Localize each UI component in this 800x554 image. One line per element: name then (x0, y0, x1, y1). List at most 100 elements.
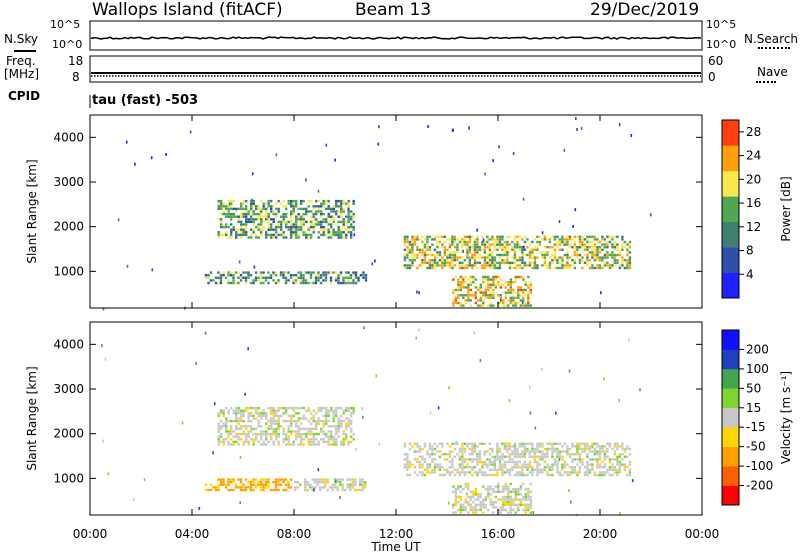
echo-cell (352, 202, 355, 205)
echo-scatter (132, 498, 135, 501)
echo-cell (413, 442, 417, 445)
echo-cell (618, 463, 622, 466)
echo-cell (591, 466, 594, 469)
echo-cell (304, 271, 308, 274)
echo-cell (523, 235, 527, 238)
echo-cell (487, 304, 490, 307)
echo-cell (497, 485, 500, 488)
echo-cell (237, 220, 240, 224)
echo-cell (335, 432, 338, 436)
echo-cell (498, 447, 502, 451)
echo-cell (219, 478, 223, 481)
echo-cell (267, 218, 270, 221)
echo-cell (477, 493, 480, 496)
echo-cell (260, 414, 263, 418)
x-tick-label: 12:00 (379, 527, 414, 541)
echo-cell (232, 478, 235, 481)
echo-cell (262, 443, 265, 446)
echo-cell (472, 501, 475, 504)
echo-cell (270, 236, 273, 239)
echo-cell (508, 471, 512, 474)
echo-cell (428, 259, 432, 262)
echo-cell (315, 412, 318, 415)
echo-cell (606, 261, 609, 264)
echo-cell (512, 508, 515, 512)
colorbar-tick-label: 28 (746, 125, 761, 139)
echo-cell (277, 233, 280, 237)
beam-label: Beam 13 (355, 0, 432, 20)
echo-cell (451, 450, 454, 453)
echo-cell (443, 235, 447, 238)
echo-cell (488, 259, 492, 262)
echo-cell (347, 271, 350, 274)
colorbar-segment (722, 349, 739, 370)
echo-cell (586, 240, 589, 244)
echo-cell (543, 238, 547, 241)
echo-cell (431, 253, 434, 257)
echo-cell (277, 417, 280, 420)
echo-cell (322, 274, 325, 277)
echo-cell (252, 406, 255, 410)
echo-cell (257, 419, 260, 423)
echo-cell (517, 490, 520, 493)
echo-cell (436, 466, 439, 469)
echo-cell (311, 486, 314, 489)
echo-cell (255, 207, 258, 211)
echo-cell (479, 296, 482, 299)
echo-cell (598, 447, 602, 451)
echo-cell (529, 501, 532, 504)
echo-cell (469, 498, 472, 501)
echo-cell (337, 417, 340, 420)
echo-cell (322, 422, 325, 425)
echo-cell (556, 468, 559, 471)
echo-cell (616, 460, 619, 464)
echo-cell (262, 207, 265, 211)
echo-cell (568, 453, 572, 456)
echo-cell (613, 246, 617, 249)
echo-cell (507, 283, 510, 286)
echo-cell (423, 251, 427, 254)
echo-cell (451, 460, 454, 464)
echo-cell (561, 266, 564, 270)
echo-cell (300, 215, 303, 218)
echo-cell (300, 432, 303, 436)
echo-cell (586, 264, 589, 267)
echo-scatter (228, 202, 231, 206)
y-tick-label: 2000 (53, 220, 84, 234)
echo-cell (517, 275, 520, 279)
echo-cell (603, 246, 607, 249)
echo-cell (566, 251, 569, 254)
echo-cell (345, 233, 348, 237)
echo-cell (270, 233, 273, 237)
echo-cell (571, 442, 574, 445)
echo-cell (483, 460, 487, 464)
echo-cell (285, 205, 288, 208)
echo-cell (255, 218, 258, 221)
echo-cell (474, 490, 477, 493)
echo-cell (304, 483, 307, 486)
echo-cell (257, 406, 260, 410)
echo-cell (613, 248, 617, 251)
echo-cell (503, 463, 507, 466)
echo-cell (340, 236, 343, 239)
echo-cell (290, 417, 293, 420)
echo-cell (461, 238, 464, 241)
echo-cell (433, 458, 437, 461)
echo-cell (317, 220, 320, 224)
echo-cell (456, 442, 459, 445)
echo-cell (606, 447, 609, 451)
echo-cell (626, 266, 629, 270)
echo-cell (454, 301, 457, 305)
echo-cell (524, 283, 527, 286)
freq-top-tick: 18 (68, 54, 84, 68)
echo-cell (225, 425, 228, 428)
echo-cell (260, 425, 263, 428)
echo-cell (454, 488, 457, 491)
echo-cell (471, 243, 474, 246)
echo-cell (274, 281, 278, 285)
echo-cell (347, 218, 350, 221)
echo-cell (330, 236, 333, 239)
echo-cell (538, 445, 542, 448)
echo-cell (491, 450, 494, 453)
colorbar-segment (722, 368, 739, 389)
